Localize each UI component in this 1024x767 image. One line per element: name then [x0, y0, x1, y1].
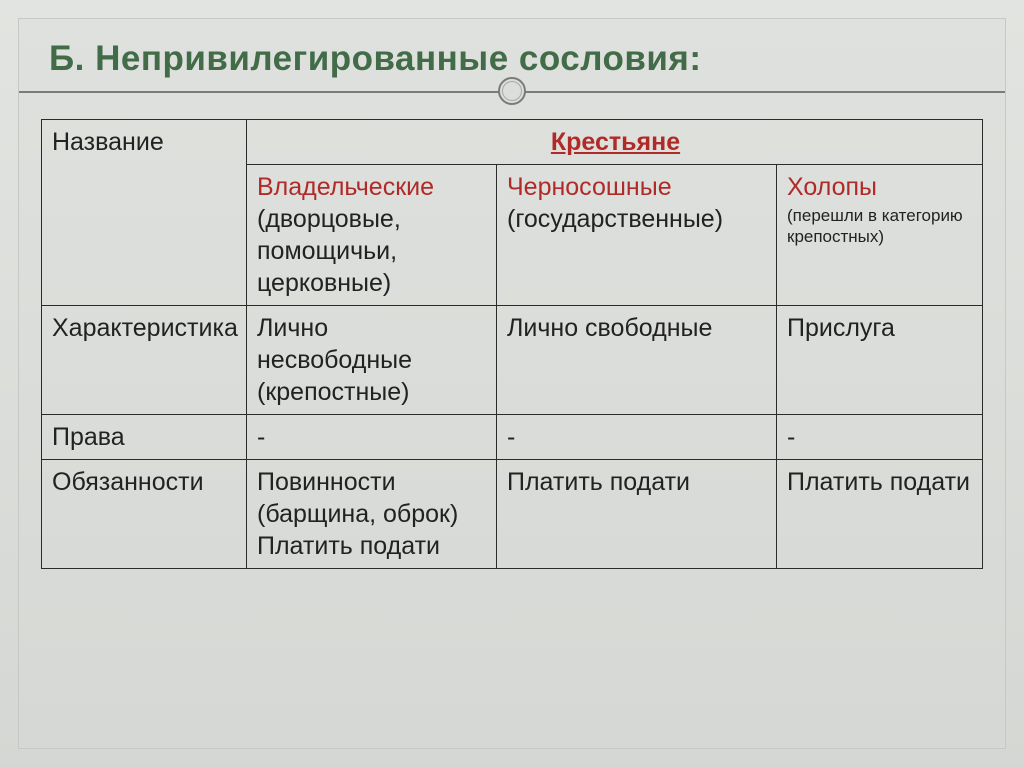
col-header-kholopy: Холопы (перешли в категорию крепостных) — [777, 165, 983, 306]
col-header-vladelcheskie: Владельческие (дворцовые, помощичьи, цер… — [247, 165, 497, 306]
super-header: Крестьяне — [247, 120, 983, 165]
col-name: Холопы — [787, 173, 877, 201]
cell: - — [497, 415, 777, 460]
cell: - — [777, 415, 983, 460]
col-note: (дворцовые, помощичьи, церковные) — [257, 205, 401, 297]
col-note: (государственные) — [507, 205, 723, 233]
cell: Лично несвободные (крепостные) — [247, 306, 497, 415]
cell: - — [247, 415, 497, 460]
table-row: Обязанности Повинности (барщина, оброк) … — [42, 460, 983, 569]
col-header-chernososhnye: Черносошные (государственные) — [497, 165, 777, 306]
cell: Прислуга — [777, 306, 983, 415]
col-name: Черносошные — [507, 173, 672, 201]
cell: Лично свободные — [497, 306, 777, 415]
cell: Повинности (барщина, оброк) Платить пода… — [247, 460, 497, 569]
title-divider — [19, 91, 1005, 115]
slide: Б. Непривилегированные сословия: Названи… — [18, 18, 1006, 749]
cell: Платить подати — [497, 460, 777, 569]
divider-ring-icon — [498, 77, 526, 105]
cell: Платить подати — [777, 460, 983, 569]
header-name-label: Название — [42, 120, 247, 306]
col-name: Владельческие — [257, 173, 434, 201]
col-note: (перешли в категорию крепостных) — [787, 205, 974, 248]
row-label: Обязанности — [42, 460, 247, 569]
estates-table: Название Крестьяне Владельческие (дворцо… — [41, 119, 983, 569]
table-row: Характеристика Лично несвободные (крепос… — [42, 306, 983, 415]
table-row: Права - - - — [42, 415, 983, 460]
row-label: Права — [42, 415, 247, 460]
table-header-row: Название Крестьяне — [42, 120, 983, 165]
row-label: Характеристика — [42, 306, 247, 415]
